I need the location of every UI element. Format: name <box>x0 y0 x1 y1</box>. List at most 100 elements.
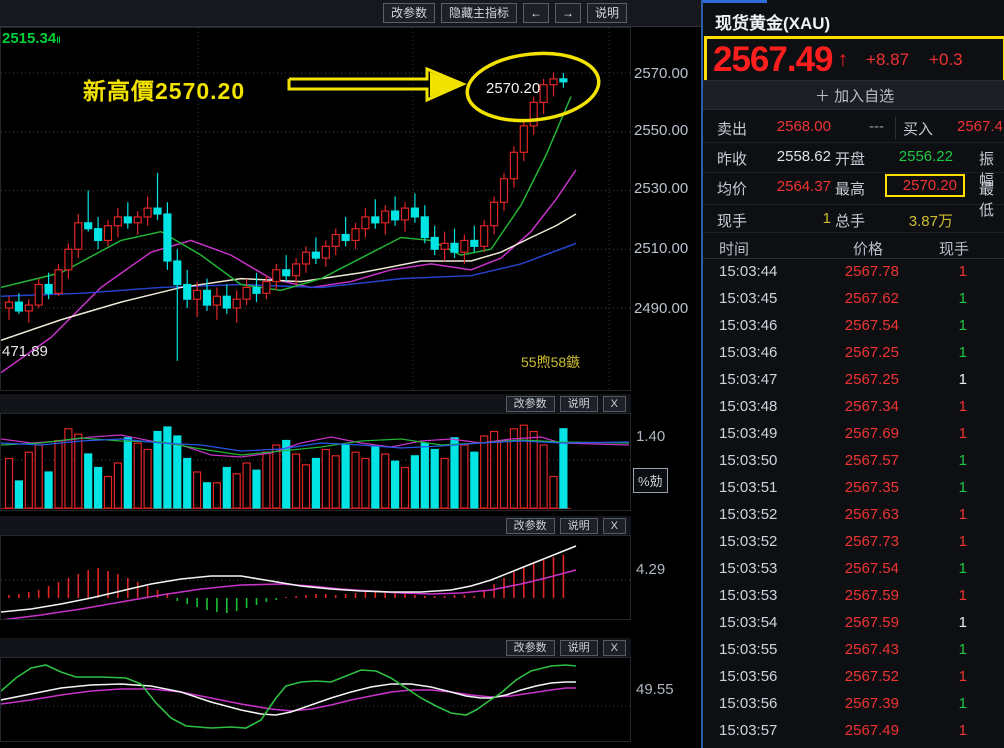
price-column-header: 价格 <box>853 241 884 258</box>
trade-price: 2567.59 <box>844 587 899 604</box>
kdj-chart[interactable] <box>0 657 631 742</box>
avg-high-row: 均价 2564.37 最高 2570.20 最低 <box>703 172 1004 219</box>
trade-price: 2567.54 <box>844 317 899 334</box>
quote-panel: 现货黄金(XAU) 2567.49 ↑ +8.87 +0.3 ＋ 加入自选 卖出… <box>701 0 1004 748</box>
trade-price: 2567.25 <box>844 344 899 361</box>
time-sales-row: 15:03:46 2567.25 1 <box>703 340 1004 367</box>
time-sales-row: 15:03:54 2567.59 1 <box>703 610 1004 637</box>
trade-price: 2567.59 <box>844 614 899 631</box>
trade-price: 2567.69 <box>844 425 899 442</box>
chart-footer-time-label: 55煦58鏃 <box>521 354 581 370</box>
trade-price: 2567.57 <box>844 452 899 469</box>
time-sales-row: 15:03:44 2567.78 1 <box>703 259 1004 286</box>
volume-chart[interactable] <box>0 413 631 511</box>
main-candlestick-chart[interactable] <box>0 27 631 391</box>
scroll-right-arrow-button[interactable]: → <box>554 3 581 23</box>
kdj-panel-toolbar: 改参数 说明 X <box>0 638 631 658</box>
trade-lots: 1 <box>958 722 967 739</box>
trade-time: 15:03:51 <box>719 479 778 496</box>
macd-chart[interactable] <box>0 535 631 621</box>
time-sales-row: 15:03:57 2567.49 1 <box>703 718 1004 745</box>
kdj-close-button[interactable]: X <box>602 640 626 656</box>
trade-lots: 1 <box>958 587 967 604</box>
prevclose-open-row: 昨收 2558.62 开盘 2556.22 振幅 <box>703 142 1004 189</box>
trade-time: 15:03:53 <box>719 560 778 577</box>
time-sales-row: 15:03:56 2567.39 1 <box>703 691 1004 718</box>
change-params-button[interactable]: 改参数 <box>382 3 435 23</box>
trade-time: 15:03:49 <box>719 425 778 442</box>
main-chart-toolbar: 改参数 隐藏主指标 ← → 说明 <box>0 0 701 27</box>
time-sales-row: 15:03:48 2567.34 1 <box>703 394 1004 421</box>
kdj-help-button[interactable]: 说明 <box>559 640 598 656</box>
session-high-value-highlighted: 2570.20 <box>885 174 965 197</box>
time-sales-row: 15:03:47 2567.25 1 <box>703 367 1004 394</box>
macd-panel-value: 4.29 <box>636 561 666 578</box>
open-value: 2556.22 <box>898 148 953 165</box>
kdj-change-params-button[interactable]: 改参数 <box>505 640 555 656</box>
total-lots-label: 总手 <box>835 213 866 230</box>
add-to-watchlist-button[interactable]: ＋ 加入自选 <box>703 80 1004 110</box>
trade-lots: 1 <box>958 560 967 577</box>
peak-price-label: 2570.20 <box>486 80 541 97</box>
trade-time: 15:03:56 <box>719 668 778 685</box>
volume-help-button[interactable]: 说明 <box>559 396 598 412</box>
trade-price: 2567.49 <box>844 722 899 739</box>
volume-unit-badge[interactable]: %勀 <box>633 468 668 493</box>
avg-price-value: 2564.37 <box>776 178 831 195</box>
trade-time: 15:03:50 <box>719 452 778 469</box>
trade-price: 2567.35 <box>844 479 899 496</box>
time-sales-row: 15:03:56 2567.52 1 <box>703 664 1004 691</box>
trade-lots: 1 <box>958 344 967 361</box>
time-sales-row: 15:03:52 2567.73 1 <box>703 529 1004 556</box>
symbol-title: 现货黄金(XAU) <box>715 14 831 33</box>
candlestick-svg <box>0 28 630 390</box>
trade-lots: 1 <box>958 641 967 658</box>
volume-close-button[interactable]: X <box>602 396 626 412</box>
y-axis-tick-2490: 2490.00 <box>634 300 689 317</box>
y-axis-tick-2570: 2570.00 <box>634 65 689 82</box>
trade-lots: 1 <box>958 317 967 334</box>
time-sales-list[interactable]: 15:03:44 2567.78 1 15:03:45 2567.62 1 15:03:46… <box>703 259 1004 745</box>
high-label: 最高 <box>835 181 866 198</box>
price-up-arrow-icon: ↑ <box>837 47 849 71</box>
trade-lots: 1 <box>958 695 967 712</box>
last-price-highlight-box: 2567.49 ↑ +8.87 +0.3 <box>704 36 1004 83</box>
macd-help-button[interactable]: 说明 <box>559 518 598 534</box>
scroll-left-arrow-button[interactable]: ← <box>522 3 549 23</box>
trade-lots: 1 <box>958 452 967 469</box>
hide-main-indicator-button[interactable]: 隐藏主指标 <box>440 3 517 23</box>
new-high-annotation-text: 新高價2570.20 <box>83 78 246 104</box>
trade-lots: 1 <box>958 290 967 307</box>
sell-label: 卖出 <box>717 121 748 138</box>
trade-time: 15:03:46 <box>719 317 778 334</box>
sell-price: 2568.00 <box>776 118 831 135</box>
trade-time: 15:03:52 <box>719 533 778 550</box>
time-sales-row: 15:03:52 2567.63 1 <box>703 502 1004 529</box>
trade-price: 2567.73 <box>844 533 899 550</box>
indicator-readout: 2515.34‖ <box>2 30 61 47</box>
y-axis-tick-2550: 2550.00 <box>634 122 689 139</box>
macd-panel-toolbar: 改参数 说明 X <box>0 516 631 536</box>
lots-column-header: 现手 <box>939 241 970 258</box>
kdj-panel-value: 49.55 <box>636 681 674 698</box>
time-sales-row: 15:03:51 2567.35 1 <box>703 475 1004 502</box>
trade-time: 15:03:52 <box>719 506 778 523</box>
bid-ask-row: 卖出 2568.00 --- 买入 2567.4 <box>703 112 1004 143</box>
session-low-label: 471.89 <box>2 343 48 360</box>
trade-time: 15:03:46 <box>719 344 778 361</box>
macd-close-button[interactable]: X <box>602 518 626 534</box>
price-change: +8.87 <box>866 49 910 69</box>
trade-time: 15:03:54 <box>719 614 778 631</box>
help-button[interactable]: 说明 <box>586 3 627 23</box>
macd-change-params-button[interactable]: 改参数 <box>505 518 555 534</box>
open-label: 开盘 <box>835 151 866 168</box>
volume-change-params-button[interactable]: 改参数 <box>505 396 555 412</box>
trade-lots: 1 <box>958 506 967 523</box>
trade-lots: 1 <box>958 533 967 550</box>
trade-price: 2567.52 <box>844 668 899 685</box>
trade-time: 15:03:53 <box>719 587 778 604</box>
trade-time: 15:03:56 <box>719 695 778 712</box>
bid-ask-divider <box>895 117 896 139</box>
low-label: 最低 <box>979 181 995 219</box>
